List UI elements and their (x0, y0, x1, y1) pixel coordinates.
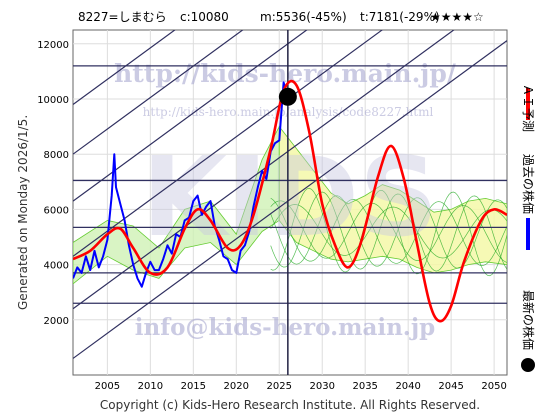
y-tick-label: 8000 (44, 150, 69, 161)
ai-forecast-line (73, 79, 507, 323)
legend-history-label: 過去の株価 (521, 154, 536, 214)
header-current: c:10080 (180, 10, 229, 24)
watermark-email: info@kids-hero.main.jp (135, 314, 435, 341)
trend-lines (73, 30, 507, 359)
header-target: t:7181(-29%) (360, 10, 440, 24)
forecast-strand (270, 187, 507, 277)
y-tick-label: 10000 (37, 95, 69, 106)
current-price-point (278, 87, 297, 106)
x-tick-label: 2050 (481, 381, 506, 392)
watermark-url-top: http://kids-hero.main.jp/ (114, 59, 457, 88)
header-ticker: 8227=しまむら (78, 10, 167, 24)
x-tick-label: 2005 (95, 381, 120, 392)
watermark-logo: KIDS (142, 133, 439, 261)
forecast-strand (270, 191, 507, 272)
trend-line (73, 40, 507, 359)
y-tick-label: 12000 (37, 40, 69, 51)
trend-line (73, 30, 308, 202)
forecast-strand (270, 204, 507, 259)
forecast-strand (270, 200, 507, 263)
x-tick-label: 2045 (438, 381, 463, 392)
trend-line (73, 30, 455, 310)
legend-ai-label: ＡＩ予測 (521, 84, 535, 132)
legend-latest-swatch (521, 358, 535, 372)
header-mean: m:5536(-45%) (260, 10, 347, 24)
footer-copyright: Copyright (c) Kids-Hero Research Institu… (100, 398, 480, 412)
header-rating: ★★★★☆ (430, 10, 484, 24)
x-tick-label: 2020 (224, 381, 249, 392)
trend-line (73, 30, 244, 155)
y-tick-label: 4000 (44, 261, 69, 272)
axes: 2005 2010 2015 2020 2025 2030 2035 2040 2045 2050… (37, 40, 507, 392)
x-tick-label: 2025 (267, 381, 292, 392)
legend-latest-label: 最新の株価 (521, 290, 536, 350)
series (73, 79, 507, 323)
legend: ＡＩ予測 過去の株価 最新の株価 (521, 84, 536, 372)
x-tick-label: 2035 (352, 381, 377, 392)
y-tick-label: 2000 (44, 316, 69, 327)
y-tick-label: 6000 (44, 205, 69, 216)
generated-label: Generated on Monday 2026/1/5. (16, 115, 30, 310)
x-tick-label: 2015 (181, 381, 206, 392)
x-tick-label: 2040 (395, 381, 420, 392)
forecast-strand (270, 195, 507, 269)
x-tick-label: 2010 (138, 381, 163, 392)
x-tick-label: 2030 (310, 381, 335, 392)
trend-line (73, 30, 176, 106)
